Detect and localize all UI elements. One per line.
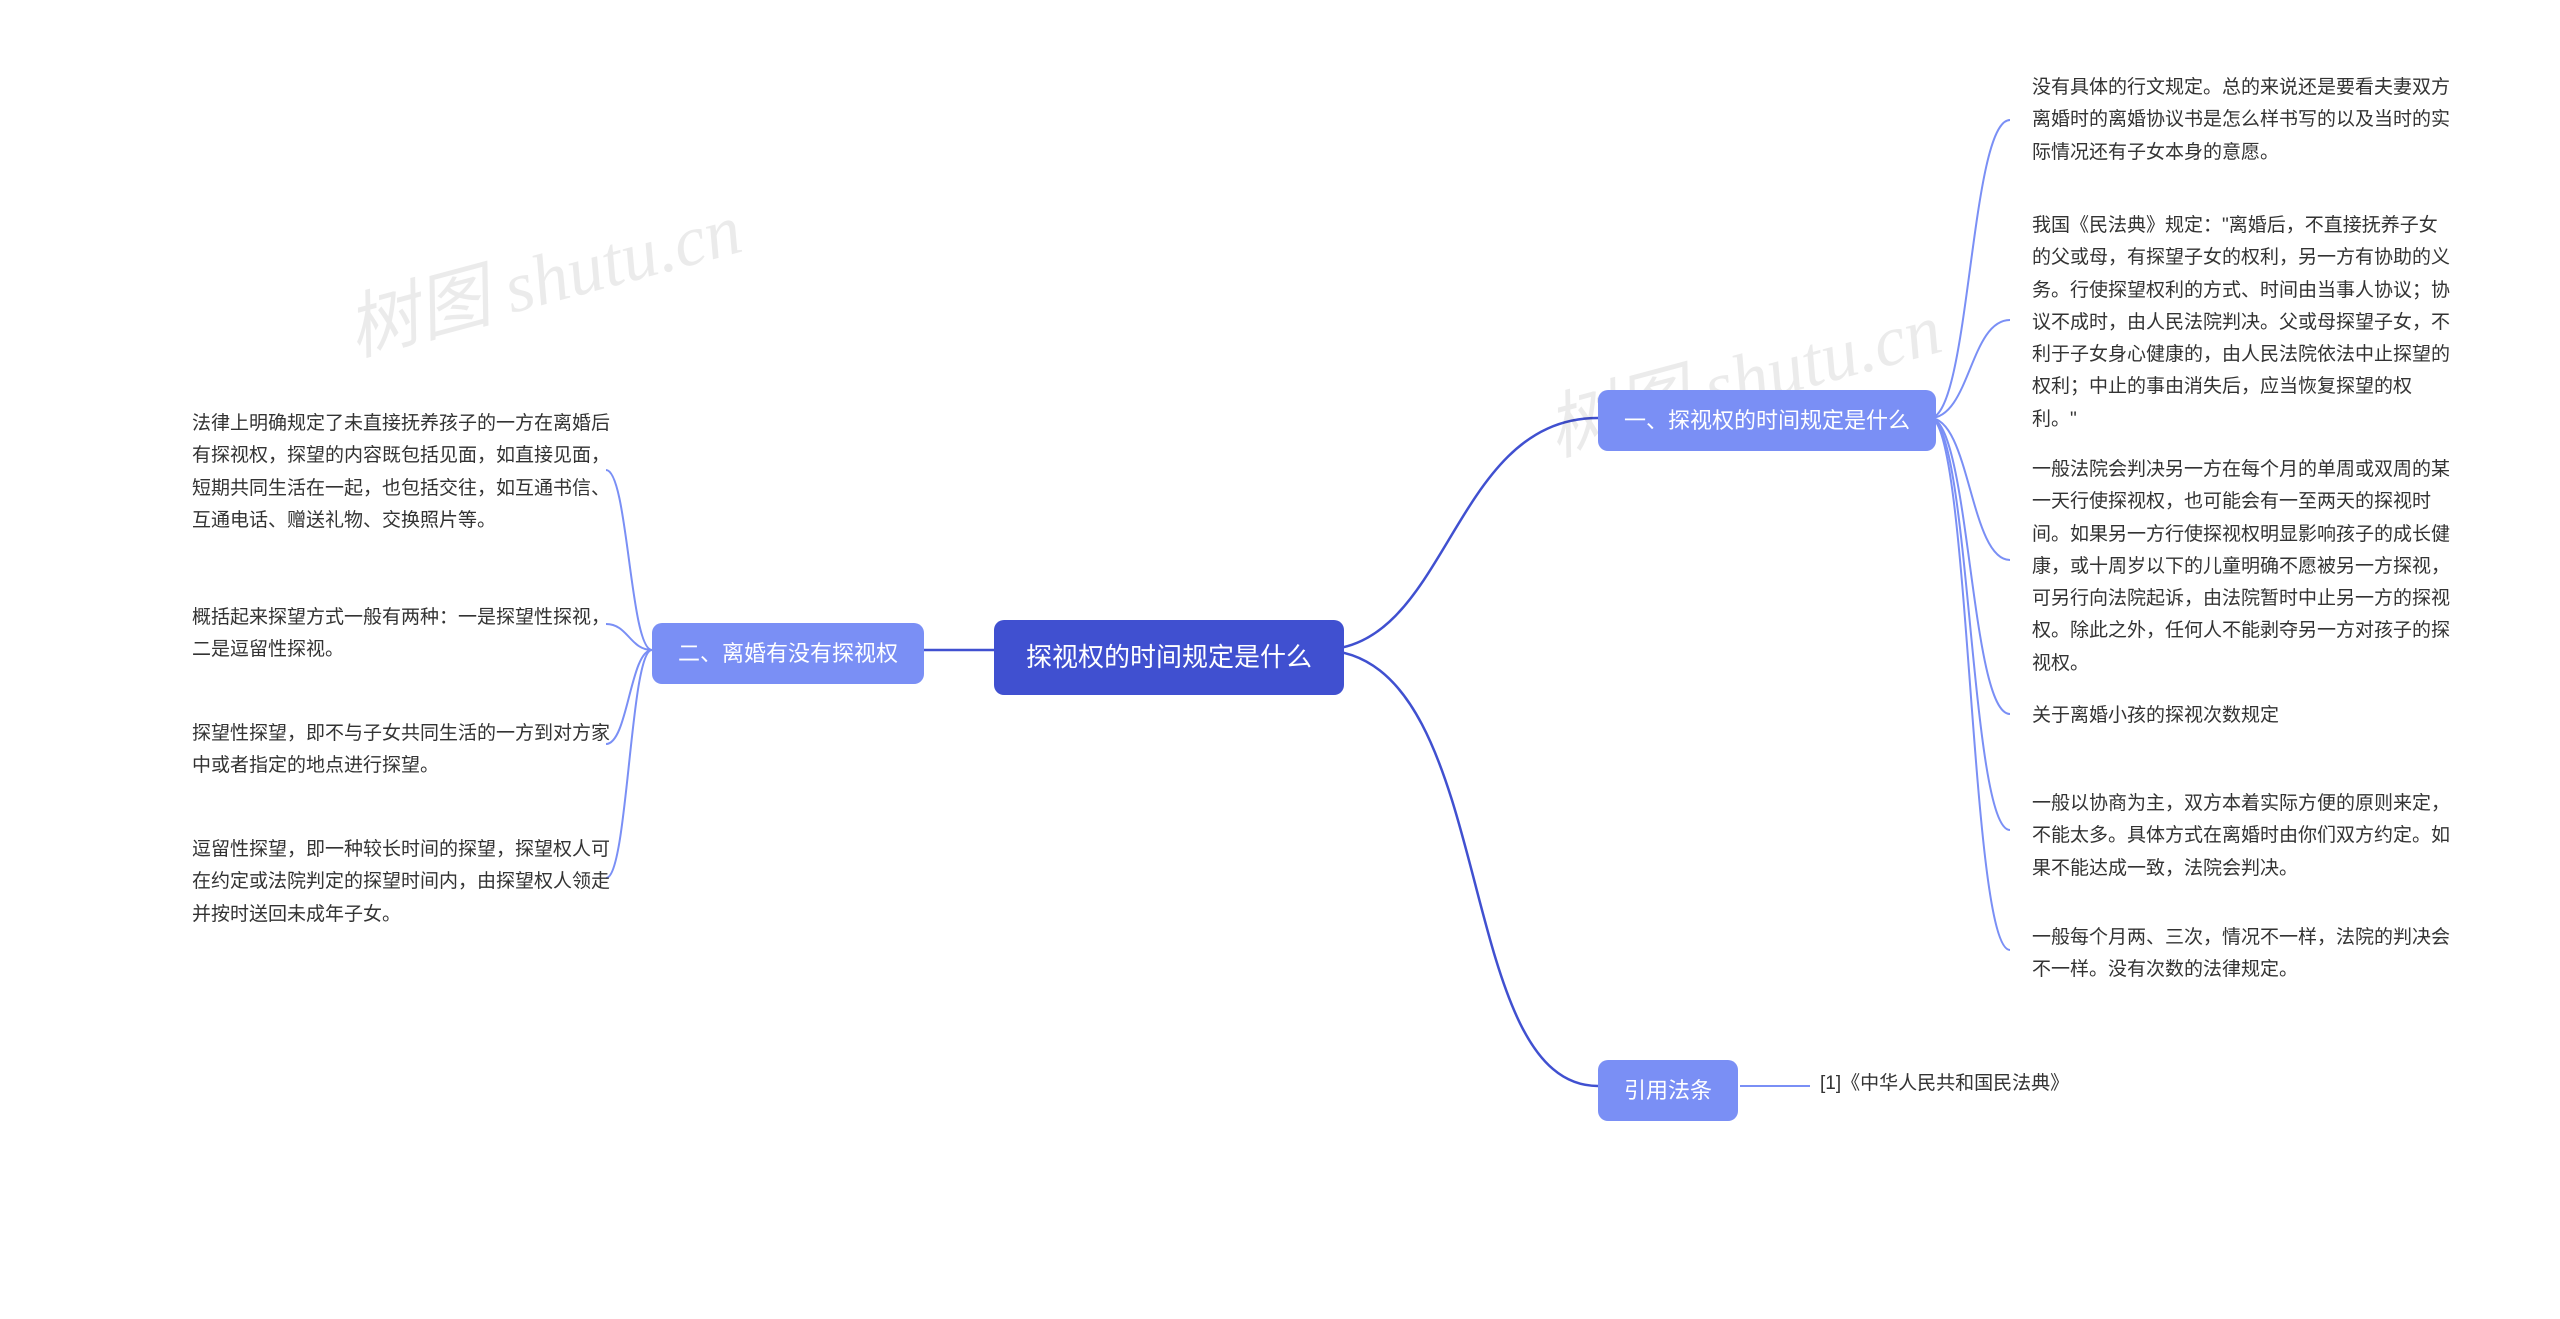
- branch-right-bottom[interactable]: 引用法条: [1598, 1060, 1738, 1121]
- leaf-rt-1: 我国《民法典》规定："离婚后，不直接抚养子女的父或母，有探望子女的权利，另一方有…: [2032, 210, 2452, 436]
- watermark: 树图 shutu.cn: [333, 170, 750, 376]
- leaf-rt-5: 一般每个月两、三次，情况不一样，法院的判决会不一样。没有次数的法律规定。: [2032, 922, 2452, 987]
- leaf-left-1: 概括起来探望方式一般有两种：一是探望性探视，二是逗留性探视。: [192, 602, 612, 667]
- leaf-rt-4: 一般以协商为主，双方本着实际方便的原则来定，不能太多。具体方式在离婚时由你们双方…: [2032, 788, 2452, 885]
- leaf-rb-0: [1]《中华人民共和国民法典》: [1820, 1068, 2069, 1100]
- branch-left[interactable]: 二、离婚有没有探视权: [652, 623, 924, 684]
- leaf-rt-3: 关于离婚小孩的探视次数规定: [2032, 700, 2279, 732]
- leaf-left-2: 探望性探望，即不与子女共同生活的一方到对方家中或者指定的地点进行探望。: [192, 718, 612, 783]
- leaf-left-3: 逗留性探望，即一种较长时间的探望，探望权人可在约定或法院判定的探望时间内，由探望…: [192, 834, 612, 931]
- root-node[interactable]: 探视权的时间规定是什么: [994, 620, 1344, 695]
- leaf-left-0: 法律上明确规定了未直接抚养孩子的一方在离婚后有探视权，探望的内容既包括见面，如直…: [192, 408, 612, 537]
- leaf-rt-0: 没有具体的行文规定。总的来说还是要看夫妻双方离婚时的离婚协议书是怎么样书写的以及…: [2032, 72, 2452, 169]
- leaf-rt-2: 一般法院会判决另一方在每个月的单周或双周的某一天行使探视权，也可能会有一至两天的…: [2032, 454, 2452, 680]
- branch-right-top[interactable]: 一、探视权的时间规定是什么: [1598, 390, 1936, 451]
